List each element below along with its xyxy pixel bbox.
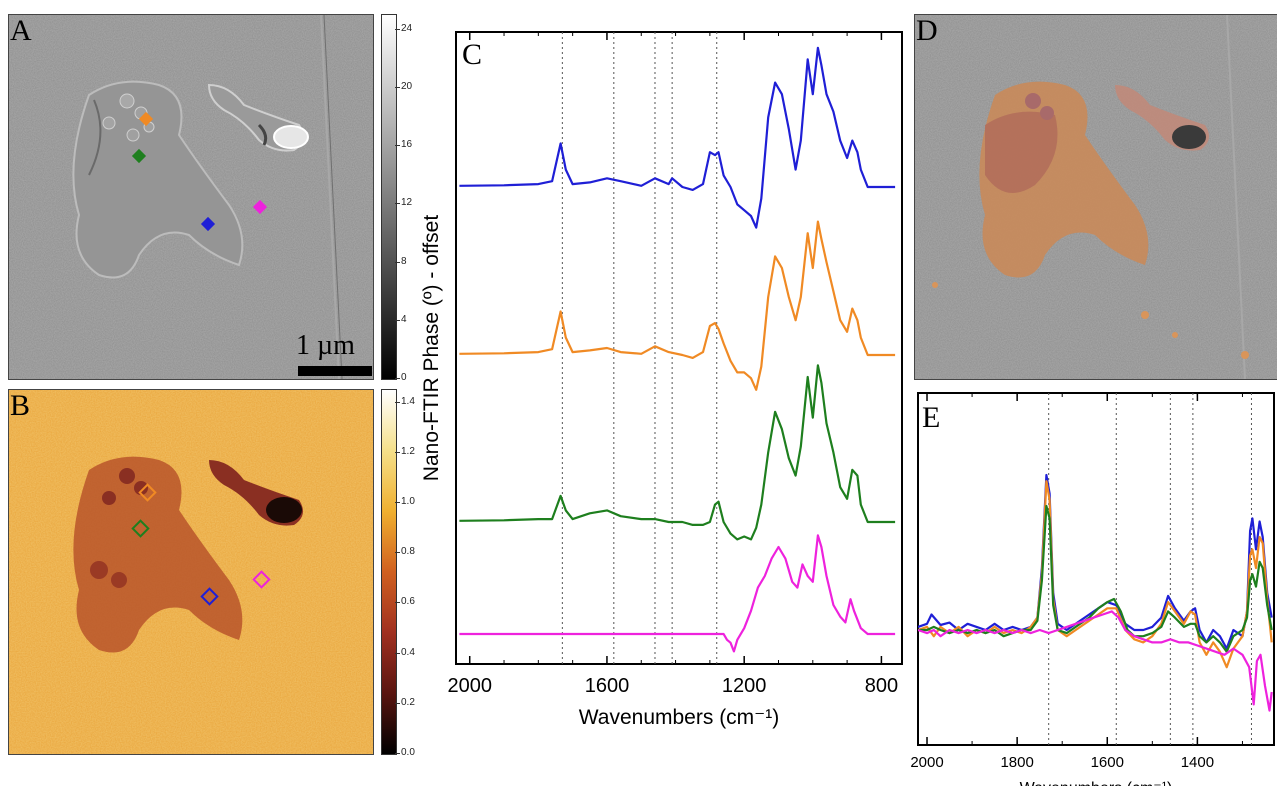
colorbar-b-tickmark bbox=[395, 602, 400, 604]
colorbar-a-tick-label: 8 bbox=[401, 255, 407, 267]
colorbar-b-tick-label: 0.0 bbox=[401, 747, 415, 758]
panel-letter-d: D bbox=[916, 14, 938, 47]
colorbar-b-tickmark bbox=[395, 652, 400, 654]
series-line bbox=[918, 480, 1273, 669]
series-line bbox=[459, 364, 896, 541]
x-tick-label: 1600 bbox=[585, 675, 630, 697]
colorbar-a-tick-label: 20 bbox=[401, 80, 413, 92]
colorbar-a-tick-label: 4 bbox=[401, 313, 407, 325]
x-tick-label: 1600 bbox=[1091, 754, 1124, 771]
colorbar-b-tickmark bbox=[395, 401, 400, 403]
colorbar-a-tickmark bbox=[395, 378, 400, 379]
x-tick-label: 1200 bbox=[722, 675, 767, 697]
colorbar-a-tick-label: 0 bbox=[401, 372, 407, 383]
panel-d: D bbox=[910, 0, 1277, 385]
colorbar-b-tick-label: 1.0 bbox=[401, 495, 415, 507]
series-line bbox=[918, 473, 1273, 650]
colorbar-b bbox=[381, 389, 397, 755]
panel-letter-b: B bbox=[10, 389, 31, 422]
colorbar-a-tickmark bbox=[395, 203, 400, 205]
series-line bbox=[459, 46, 896, 229]
colorbar-b-tick-label: 0.2 bbox=[401, 696, 415, 708]
plot-frame bbox=[455, 31, 903, 665]
colorbar-a-tickmark bbox=[395, 28, 400, 30]
colorbar-a-tickmark bbox=[395, 86, 400, 88]
x-tick-label: 1800 bbox=[1000, 754, 1033, 771]
panel-letter-a: A bbox=[10, 14, 32, 47]
panel-e: 2000 1800 1600 1400 Wavenumbers (cm⁻¹) E bbox=[910, 385, 1277, 791]
scale-bar bbox=[298, 366, 372, 376]
plot-frame bbox=[917, 392, 1275, 746]
afm-topography-image bbox=[8, 14, 374, 380]
colorbar-a-tick-label: 24 bbox=[401, 22, 413, 34]
x-axis-label: Wavenumbers (cm⁻¹) bbox=[1020, 780, 1173, 786]
colorbar-a-tickmark bbox=[395, 145, 400, 147]
ir-map-svg bbox=[9, 390, 373, 754]
series-line bbox=[918, 610, 1273, 712]
ir-absorption-map bbox=[8, 389, 374, 755]
colorbar-b-tick-label: 0.6 bbox=[401, 596, 415, 608]
colorbar-b-tick-label: 1.4 bbox=[401, 395, 415, 407]
colorbar-a bbox=[381, 14, 397, 380]
series-group bbox=[459, 46, 896, 653]
colorbar-b-tickmark bbox=[395, 753, 400, 754]
chart-c: 2000 1600 1200 800 Wavenumbers (cm⁻¹) Nano-FT… bbox=[420, 31, 903, 729]
overlay-svg bbox=[915, 15, 1277, 379]
colorbar-b-tick-label: 0.8 bbox=[401, 546, 415, 558]
x-tick-label: 1400 bbox=[1181, 754, 1214, 771]
colorbar-b-tickmark bbox=[395, 702, 400, 704]
colorbar-b-tickmark bbox=[395, 501, 400, 503]
x-tick-label: 2000 bbox=[447, 675, 492, 697]
series-line bbox=[918, 504, 1273, 653]
colorbar-b-tick-label: 0.4 bbox=[401, 646, 415, 658]
series-group bbox=[918, 473, 1273, 712]
overlay-image bbox=[914, 14, 1277, 380]
panel-letter-c: C bbox=[462, 38, 483, 71]
x-tick-label: 2000 bbox=[910, 754, 943, 771]
x-axis-label: Wavenumbers (cm⁻¹) bbox=[579, 706, 780, 729]
colorbar-a-tick-label: 12 bbox=[401, 197, 413, 209]
colorbar-b-tickmark bbox=[395, 552, 400, 554]
x-tick-label: 800 bbox=[865, 675, 898, 697]
colorbar-b-tick-label: 1.2 bbox=[401, 445, 415, 457]
panel-a: A 1 µm 24 20 16 12 8 4 0 bbox=[0, 0, 420, 385]
panel-c: 2000 1600 1200 800 Wavenumbers (cm⁻¹) Nano-FT… bbox=[420, 0, 910, 786]
panel-letter-e: E bbox=[922, 401, 941, 434]
colorbar-a-tickmark bbox=[395, 261, 400, 263]
colorbar-a-tickmark bbox=[395, 319, 400, 321]
colorbar-b-tickmark bbox=[395, 451, 400, 453]
afm-topography-svg bbox=[9, 15, 373, 379]
y-axis-label: Nano-FTIR Phase (º) - offset bbox=[420, 215, 443, 482]
series-line bbox=[459, 534, 896, 653]
series-line bbox=[459, 220, 896, 391]
scale-bar-label: 1 µm bbox=[296, 330, 355, 361]
colorbar-a-tick-label: 16 bbox=[401, 139, 413, 151]
chart-e: 2000 1800 1600 1400 Wavenumbers (cm⁻¹) bbox=[910, 392, 1275, 791]
panel-b: B 1.4 1.2 1.0 0.8 0.6 0.4 0.2 0.0 bbox=[0, 385, 420, 770]
